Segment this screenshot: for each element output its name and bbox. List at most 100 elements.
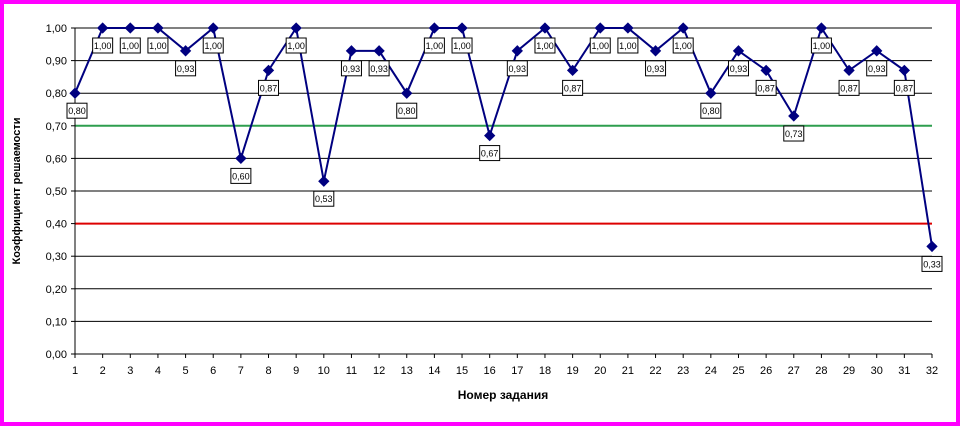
x-tick-label: 17: [511, 365, 523, 377]
axes: [71, 27, 933, 358]
data-label-box: [313, 190, 335, 207]
data-point: [69, 87, 81, 99]
x-tick-label: 29: [843, 365, 855, 377]
data-label-box: [66, 102, 88, 119]
data-point: [871, 45, 883, 57]
x-tick-label: 19: [566, 365, 578, 377]
x-tick-label: 32: [926, 365, 938, 377]
data-label: 0,93: [509, 64, 527, 74]
data-label: 0,60: [232, 171, 250, 181]
data-label-box: [755, 79, 777, 96]
y-tick-label: 0,30: [46, 251, 67, 263]
data-label: 1,00: [453, 41, 471, 51]
data-label-box: [700, 102, 722, 119]
data-label-box: [479, 145, 501, 162]
data-label: 0,93: [177, 64, 195, 74]
data-point: [290, 22, 302, 34]
x-tick-labels: 1 2 3 4 5 6 7 8 9 10 11 12 13 14 15 16 17 18 19 20 21 22 23 24 2…: [72, 365, 938, 377]
data-label-box: [617, 37, 639, 54]
y-tick-label: 0,70: [46, 121, 67, 133]
data-markers: [69, 22, 938, 253]
data-point: [373, 45, 385, 57]
x-tick-label: 9: [293, 365, 299, 377]
x-tick-label: 23: [677, 365, 689, 377]
data-label: 0,93: [868, 64, 886, 74]
data-point: [788, 110, 800, 122]
data-point: [96, 22, 109, 34]
data-label-box: [230, 167, 252, 184]
y-axis-title: Коэффициент решаемости: [11, 117, 23, 264]
data-label-box: [451, 37, 473, 54]
data-label: 0,87: [840, 83, 858, 93]
data-label: 0,87: [564, 83, 582, 93]
data-labels: 0,80 1,00 1,00 1,00 0,93 1,00 0,60 0,87 1,00 0,53…: [66, 37, 943, 272]
x-tick-label: 28: [815, 365, 827, 377]
data-point: [318, 175, 330, 187]
data-label: 1,00: [674, 41, 692, 51]
data-label-box: [202, 37, 224, 54]
x-tick-label: 15: [456, 365, 468, 377]
x-tick-label: 18: [539, 365, 551, 377]
data-label-box: [285, 37, 307, 54]
y-tick-label: 0,60: [46, 153, 67, 165]
data-label-box: [506, 60, 528, 77]
data-label: 0,53: [315, 194, 333, 204]
data-label-box: [119, 37, 141, 54]
x-tick-label: 31: [898, 365, 910, 377]
data-label: 1,00: [536, 41, 554, 51]
data-label: 1,00: [287, 41, 305, 51]
data-label-box: [147, 37, 169, 54]
data-label-box: [175, 60, 197, 77]
x-tick-label: 12: [373, 365, 385, 377]
data-label-box: [866, 60, 888, 77]
data-label: 0,87: [757, 83, 775, 93]
y-tick-label: 0,00: [46, 349, 67, 361]
data-point: [566, 64, 579, 77]
data-label: 1,00: [426, 41, 444, 51]
x-tick-label: 21: [622, 365, 634, 377]
data-point: [732, 45, 745, 57]
data-label-box: [368, 60, 390, 77]
y-tick-label: 0,90: [46, 56, 67, 68]
data-label-box: [645, 60, 667, 77]
x-tick-label: 10: [318, 365, 330, 377]
x-tick-label: 5: [183, 365, 189, 377]
y-tick-labels: 0,00 0,10 0,20 0,30 0,40 0,50 0,60 0,70 0,80 0,90…: [46, 23, 67, 361]
data-label-box: [727, 60, 749, 77]
x-tick-label: 3: [127, 365, 133, 377]
x-tick-label: 8: [265, 365, 271, 377]
y-tick-label: 0,80: [46, 88, 67, 100]
x-tick-label: 2: [100, 365, 106, 377]
data-point: [594, 22, 606, 34]
data-point: [179, 45, 192, 57]
data-point: [511, 45, 523, 57]
data-label: 1,00: [813, 41, 831, 51]
data-label: 0,93: [370, 64, 388, 74]
data-label-box: [589, 37, 611, 54]
data-point: [649, 45, 662, 57]
data-label-box: [893, 79, 915, 96]
data-point: [235, 152, 247, 165]
data-label-box: [810, 37, 832, 54]
x-tick-label: 6: [210, 365, 216, 377]
data-label-box: [534, 37, 556, 54]
x-tick-label: 7: [238, 365, 244, 377]
y-tick-label: 0,50: [46, 186, 67, 198]
x-tick-label: 4: [155, 365, 161, 377]
x-tick-label: 14: [428, 365, 440, 377]
x-tick-label: 13: [401, 365, 413, 377]
data-label: 0,67: [481, 149, 499, 159]
data-label-box: [396, 102, 418, 119]
data-point: [401, 87, 413, 99]
data-point: [926, 240, 938, 253]
data-point: [262, 64, 275, 77]
x-tick-label: 1: [72, 365, 78, 377]
y-tick-label: 0,40: [46, 219, 67, 231]
y-tick-label: 0,20: [46, 284, 67, 296]
data-point: [345, 45, 358, 57]
data-label: 0,93: [647, 64, 665, 74]
x-tick-label: 11: [346, 365, 357, 377]
data-label: 1,00: [122, 41, 140, 51]
